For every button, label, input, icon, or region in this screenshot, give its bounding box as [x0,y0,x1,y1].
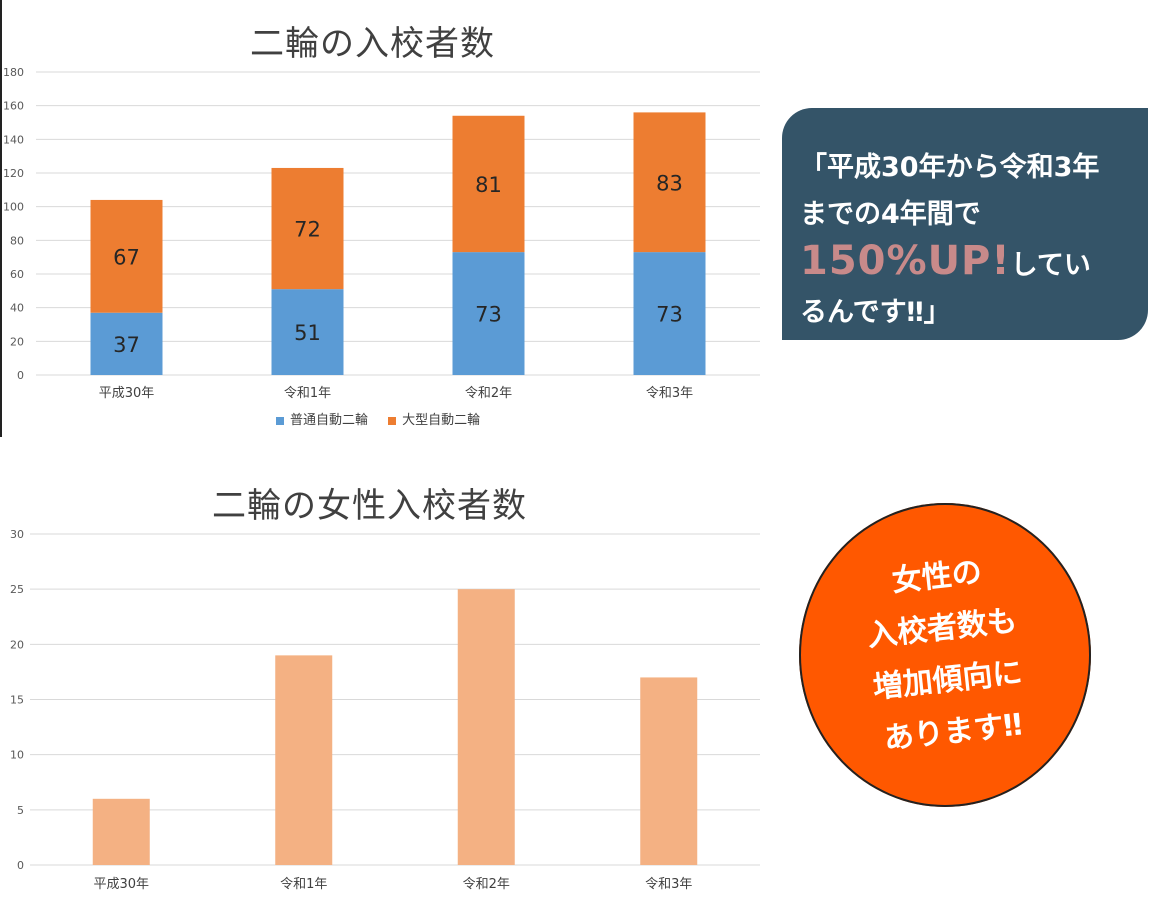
badge-circle: 女性の 入校者数も 増加傾向に あります‼ [799,503,1091,807]
chart2-ytick-label: 15 [10,694,24,707]
chart1-ytick-label: 40 [10,302,24,315]
chart1-ytick-label: 80 [10,234,24,247]
callout-box: 「平成30年から令和3年 までの4年間で 150%UP!してい るんです‼」 [782,108,1148,340]
chart1-bar [90,312,163,375]
chart1-category-label: 平成30年 [99,386,155,401]
chart2-ytick-label: 30 [10,528,24,541]
chart1-bar [90,199,163,313]
chart1-ytick-label: 160 [3,100,24,113]
callout-line-2: までの4年間で [800,199,981,230]
chart1-bar [271,289,344,375]
chart1-ytick-label: 60 [10,268,24,281]
legend-item-series-2: 大型自動二輪 [388,409,480,428]
chart2-category-label: 令和2年 [463,877,510,892]
callout-line-4: るんです‼」 [800,297,951,328]
chart1-ytick-label: 20 [10,335,24,348]
chart2-bar [640,677,698,865]
badge-text: 女性の 入校者数も 増加傾向に あります‼ [789,536,1101,773]
chart1-data-label: 37 [113,333,140,357]
chart1-title: 二輪の入校者数 [250,24,495,64]
chart2-category-label: 平成30年 [93,877,149,892]
chart1-data-label: 67 [113,245,140,269]
chart2-bar [457,589,515,865]
legend-item-series-1: 普通自動二輪 [276,409,368,428]
chart2-ytick-label: 25 [10,583,24,596]
chart1-category-label: 令和1年 [284,386,331,401]
chart2-bar [275,655,333,865]
chart1-bar [452,252,525,375]
chart1-bar [271,167,344,290]
chart1-data-label: 72 [294,218,321,242]
female-bar-chart: 0 5 10 15 20 25 30 平成30年 令和1年 令和2年 令和3年 [10,528,760,892]
chart1-legend: 普通自動二輪 大型自動二輪 [276,409,496,428]
chart2-ytick-label: 5 [17,804,24,817]
chart1-ytick-label: 100 [3,201,24,214]
chart1-ytick-label: 0 [17,369,24,382]
chart2-bar [92,798,150,865]
legend-label-series-1: 普通自動二輪 [290,413,369,428]
chart1-data-label: 81 [475,173,502,197]
left-border-line [0,0,2,437]
chart1-bar [452,115,525,253]
chart1-ytick-label: 120 [3,167,24,180]
chart1-category-label: 令和3年 [646,386,693,401]
callout-line-3-rest: してい [1010,250,1091,281]
callout-line-1: 「平成30年から令和3年 [800,152,1100,183]
legend-label-series-2: 大型自動二輪 [402,413,481,428]
legend-swatch-series-2 [388,416,397,425]
chart1-ytick-label: 180 [3,66,24,79]
chart1-data-label: 83 [656,171,683,195]
chart1-data-label: 73 [656,303,683,327]
stacked-bar-chart: 0 20 40 60 80 100 120 140 160 180 37 67 平成30年 51 72 令和1… [3,66,760,401]
legend-swatch-series-1 [276,416,284,425]
callout-line-3: 150%UP!してい [800,238,1132,289]
chart1-bar [633,252,706,375]
chart1-ytick-label: 140 [3,133,24,146]
chart1-data-label: 51 [294,321,321,345]
chart2-ytick-label: 0 [17,859,24,872]
callout-highlight: 150%UP! [800,238,1011,284]
chart1-bar [633,112,706,253]
chart2-title: 二輪の女性入校者数 [212,486,527,526]
chart1-category-label: 令和2年 [465,386,512,401]
chart2-ytick-label: 10 [10,749,24,762]
chart2-ytick-label: 20 [10,638,24,651]
chart1-data-label: 73 [475,303,502,327]
chart2-category-label: 令和3年 [645,877,692,892]
chart2-category-label: 令和1年 [280,877,327,892]
